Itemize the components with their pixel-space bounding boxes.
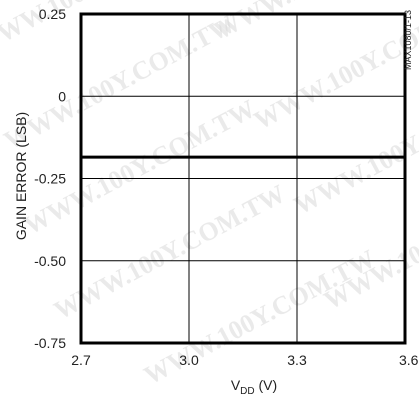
- watermark-layer: WWW.100Y.COM.TWWWW.100Y.COM.TWWWW.100Y.C…: [0, 0, 419, 390]
- watermark-text: WWW.100Y.COM.TW: [139, 244, 380, 390]
- x-axis-label-subscript: DD: [240, 386, 254, 397]
- y-axis-label: GAIN ERROR (LSB): [13, 112, 29, 240]
- x-tick-labels: 2.7 3.0 3.3 3.6: [71, 352, 418, 368]
- y-tick-label: 0: [58, 88, 66, 104]
- x-tick-label: 2.7: [71, 352, 91, 368]
- chart-id-label: MAX1080/1-13: [403, 10, 413, 70]
- plot-frame: [79, 12, 407, 345]
- grid-lines: [81, 14, 405, 343]
- x-tick-label: 3.6: [399, 352, 419, 368]
- x-tick-label: 3.3: [287, 352, 307, 368]
- x-axis-label-unit: (V): [255, 377, 278, 393]
- x-axis-label-main: V: [231, 377, 241, 393]
- y-tick-labels: 0.25 0 -0.25 -0.50 -0.75: [34, 6, 66, 351]
- y-tick-label: -0.25: [34, 171, 66, 187]
- x-axis-label: VDD (V): [231, 377, 277, 397]
- y-tick-label: -0.50: [34, 253, 66, 269]
- y-tick-label: 0.25: [39, 6, 66, 22]
- watermark-text: WWW.100Y.COM.TW: [249, 0, 419, 135]
- x-tick-label: 3.0: [179, 352, 199, 368]
- y-tick-label: -0.75: [34, 335, 66, 351]
